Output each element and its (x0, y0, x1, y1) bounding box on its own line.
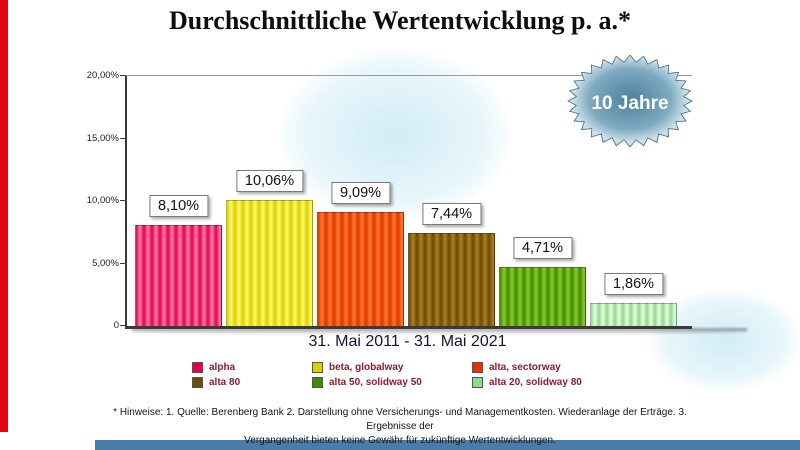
y-tick-mark (120, 200, 125, 201)
bar-value-label: 9,09% (330, 182, 391, 205)
y-tick-label: 20,00% (86, 70, 119, 81)
y-tick-label: 0 (113, 320, 119, 331)
legend-item: alta 80 (192, 377, 304, 388)
page-title: Durchschnittliche Wertentwicklung p. a.* (168, 6, 631, 35)
legend-label: alta 20, solidway 80 (489, 377, 582, 388)
legend-item: alta, sectorway (472, 362, 637, 373)
legend-label: alpha (209, 362, 236, 373)
y-tick-mark (120, 262, 125, 264)
bar-value-label: 7,44% (421, 203, 482, 225)
legend-item: alta 50, solidway 50 (312, 377, 464, 388)
badge-starburst (567, 55, 693, 148)
axis-shadow (132, 328, 747, 335)
bar-beta-globalway (226, 200, 313, 326)
bar-chart: 8,10% 10,06% 9,09% 7,44% 4,71% 1,86% 0 5,00% 10… (87, 70, 692, 331)
footnote-line-1: * Hinweise: 1. Quelle: Berenberg Bank 2.… (113, 407, 687, 432)
bar-alpha (135, 224, 222, 326)
bars: 8,10% 10,06% 9,09% 7,44% 4,71% 1,86% (133, 76, 692, 326)
x-axis-date-range-label: 31. Mai 2011 - 31. Mai 2021 (308, 333, 507, 350)
bar-slot: 4,71% (497, 76, 588, 326)
y-tick-label: 5,00% (92, 257, 119, 269)
bar-slot: 7,44% (406, 76, 497, 326)
left-accent-bar (0, 0, 8, 432)
bar-slot: 10,06% (224, 76, 315, 326)
bar-value-label: 10,06% (235, 170, 304, 193)
y-tick-mark (120, 75, 125, 76)
bar-alta-80 (408, 233, 495, 326)
legend-label: beta, globalway (329, 362, 404, 373)
bar-alta-20-solidway-80 (590, 302, 677, 326)
y-tick-mark (120, 325, 125, 326)
legend-label: alta, sectorway (489, 362, 561, 373)
legend-swatch (312, 362, 323, 373)
legend-swatch (192, 362, 203, 373)
bar-value-label: 8,10% (148, 194, 209, 217)
y-tick-label: 15,00% (86, 132, 119, 144)
legend-item: alpha (192, 362, 304, 373)
legend-item: beta, globalway (312, 362, 464, 373)
legend-swatch (312, 377, 323, 388)
y-tick-label: 10,00% (86, 195, 119, 206)
bottom-accent-bar (95, 440, 800, 450)
ten-years-badge: 10 Jahre (567, 55, 693, 148)
background-watermark-ellipse (280, 50, 510, 220)
bar-slot: 9,09% (315, 76, 406, 326)
bar-value-label: 4,71% (512, 237, 573, 260)
legend-swatch (472, 362, 483, 373)
legend-swatch (472, 377, 483, 388)
legend-label: alta 80 (209, 377, 241, 388)
footnote: * Hinweise: 1. Quelle: Berenberg Bank 2.… (100, 406, 700, 448)
legend: alpha beta, globalway alta, sectorway alta … (192, 362, 637, 388)
bar-slot: 8,10% (133, 76, 224, 326)
y-tick-mark (120, 137, 125, 139)
bar-value-label: 1,86% (603, 272, 664, 295)
bar-slot: 1,86% (588, 76, 679, 326)
legend-label: alta 50, solidway 50 (329, 377, 422, 388)
footnote-line-2: Vergangenheit bieten keine Gewähr für zu… (244, 435, 556, 446)
bar-alta-50-solidway-50 (499, 267, 586, 326)
badge-label: 10 Jahre (591, 93, 668, 114)
bar-alta-sectorway (317, 212, 404, 326)
legend-item: alta 20, solidway 80 (472, 377, 637, 388)
legend-swatch (192, 377, 203, 388)
